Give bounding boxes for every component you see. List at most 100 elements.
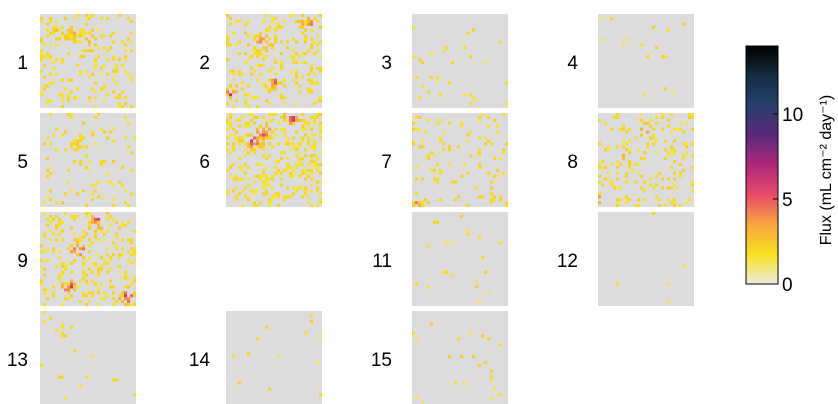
heatmap-cell bbox=[241, 87, 245, 91]
heatmap-cell bbox=[124, 201, 128, 205]
heatmap-cell bbox=[52, 232, 56, 236]
colorbar-label: Flux (mL cm⁻² day⁻¹) bbox=[818, 95, 835, 246]
heatmap-cell bbox=[301, 186, 305, 190]
heatmap-cell bbox=[310, 90, 314, 94]
heatmap-cell bbox=[253, 96, 257, 100]
heatmap-cell bbox=[88, 226, 92, 230]
heatmap-cell bbox=[286, 168, 290, 172]
heatmap-cell bbox=[55, 201, 59, 205]
heatmap-cell bbox=[70, 244, 74, 248]
heatmap-cell bbox=[91, 214, 95, 218]
heatmap-cell bbox=[118, 270, 122, 274]
heatmap-cell bbox=[235, 139, 239, 143]
heatmap-cell bbox=[133, 253, 137, 257]
heatmap-cell bbox=[292, 78, 296, 82]
heatmap-cell bbox=[97, 220, 101, 224]
colorbar-tick-label: 0 bbox=[782, 275, 793, 296]
heatmap-cell bbox=[310, 154, 314, 158]
heatmap-cell bbox=[253, 180, 257, 184]
heatmap-cell bbox=[262, 115, 266, 119]
heatmap-cell bbox=[277, 168, 281, 172]
heatmap-cell bbox=[280, 171, 284, 175]
heatmap-cell bbox=[469, 331, 473, 335]
heatmap-cell bbox=[79, 145, 83, 149]
heatmap-cell bbox=[283, 142, 287, 146]
heatmap-cell bbox=[463, 93, 467, 97]
heatmap-cell bbox=[133, 259, 137, 263]
heatmap-cell bbox=[259, 142, 263, 146]
heatmap-cell bbox=[289, 174, 293, 178]
heatmap-cell bbox=[130, 151, 134, 155]
heatmap-cell bbox=[82, 136, 86, 140]
heatmap-cell bbox=[40, 16, 44, 20]
heatmap-cell bbox=[226, 90, 230, 94]
heatmap-cell bbox=[70, 325, 74, 329]
heatmap-cell bbox=[94, 235, 98, 239]
heatmap-cell bbox=[253, 52, 257, 56]
heatmap-cell bbox=[652, 133, 656, 137]
heatmap-cell bbox=[463, 46, 467, 50]
heatmap-cell bbox=[622, 145, 626, 149]
heatmap-cell bbox=[265, 183, 269, 187]
heatmap-cell bbox=[265, 14, 269, 18]
heatmap-cell bbox=[244, 124, 248, 128]
heatmap-cell bbox=[64, 297, 68, 301]
heatmap-cell bbox=[475, 186, 479, 190]
heatmap-cell bbox=[610, 162, 614, 166]
heatmap-cell bbox=[121, 220, 125, 224]
heatmap-cell bbox=[58, 232, 62, 236]
heatmap-cell bbox=[109, 130, 113, 134]
heatmap-cell bbox=[133, 250, 137, 254]
heatmap-cell bbox=[115, 66, 119, 70]
heatmap-cell bbox=[85, 22, 89, 26]
heatmap-cell bbox=[688, 198, 692, 202]
heatmap-cell bbox=[91, 279, 95, 283]
heatmap-cell bbox=[232, 127, 236, 131]
heatmap-cell bbox=[97, 291, 101, 295]
heatmap-cell bbox=[421, 84, 425, 88]
heatmap-cell bbox=[55, 28, 59, 32]
heatmap-cell bbox=[97, 270, 101, 274]
panel-label: 4 bbox=[567, 53, 578, 74]
heatmap-cell bbox=[622, 154, 626, 158]
heatmap-cell bbox=[283, 130, 287, 134]
heatmap-cell bbox=[94, 66, 98, 70]
heatmap-cell bbox=[256, 115, 260, 119]
heatmap-cell bbox=[481, 256, 485, 260]
heatmap-cell bbox=[70, 145, 74, 149]
heatmap-cell bbox=[469, 55, 473, 59]
heatmap-cell bbox=[265, 133, 269, 137]
heatmap-cell bbox=[289, 195, 293, 199]
heatmap-cell bbox=[415, 201, 419, 205]
heatmap-cell bbox=[241, 81, 245, 85]
heatmap-cell bbox=[319, 136, 323, 140]
heatmap-cell bbox=[280, 63, 284, 67]
heatmap-cell bbox=[310, 28, 314, 32]
heatmap-cell bbox=[232, 78, 236, 82]
heatmap-cell bbox=[505, 142, 509, 146]
heatmap-cell bbox=[226, 102, 230, 106]
heatmap-cell bbox=[262, 171, 266, 175]
heatmap-cell bbox=[61, 99, 65, 103]
heatmap-cell bbox=[112, 58, 116, 62]
heatmap-cell bbox=[43, 63, 47, 67]
heatmap-cell bbox=[70, 78, 74, 82]
heatmap-cell bbox=[133, 136, 137, 140]
panel-4: 4 bbox=[567, 14, 694, 108]
heatmap-cell bbox=[64, 34, 68, 38]
heatmap-cell bbox=[286, 186, 290, 190]
heatmap-cell bbox=[124, 49, 128, 53]
heatmap-cell bbox=[280, 96, 284, 100]
heatmap-cell bbox=[121, 276, 125, 280]
heatmap-cell bbox=[499, 198, 503, 202]
heatmap-cell bbox=[277, 121, 281, 125]
panel-7: 7 bbox=[381, 113, 509, 208]
heatmap-cell bbox=[304, 127, 308, 131]
heatmap-cell bbox=[76, 238, 80, 242]
heatmap-cell bbox=[100, 16, 104, 20]
heatmap-cell bbox=[250, 189, 254, 193]
heatmap-cell bbox=[247, 195, 251, 199]
heatmap-cell bbox=[478, 195, 482, 199]
heatmap-cell bbox=[304, 121, 308, 125]
heatmap-cell bbox=[502, 113, 506, 117]
